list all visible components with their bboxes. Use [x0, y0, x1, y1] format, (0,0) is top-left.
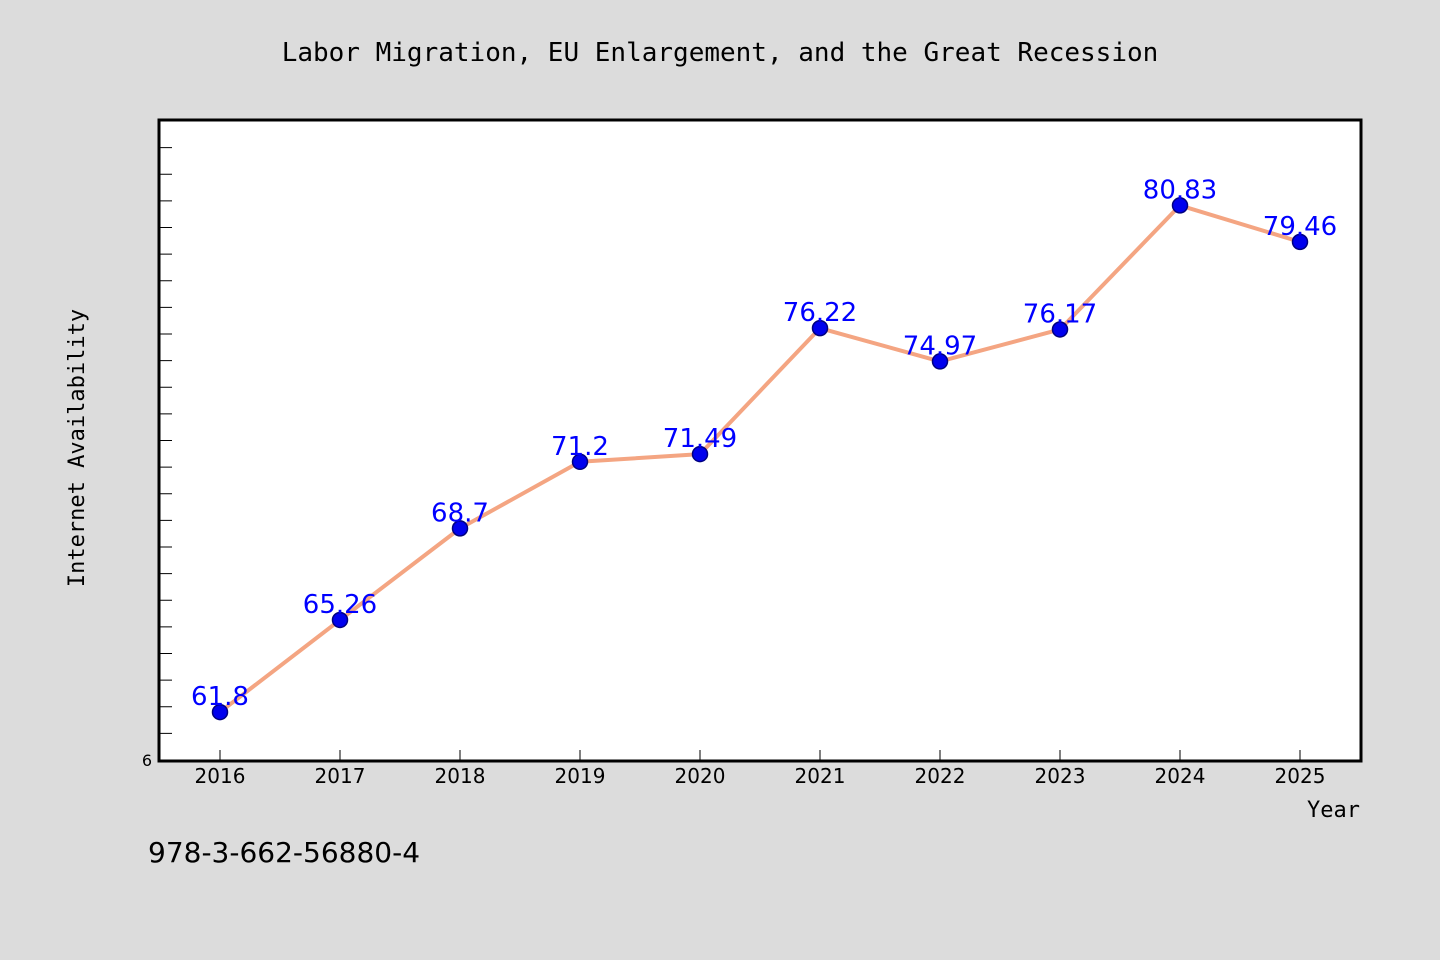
data-point	[1171, 197, 1189, 214]
x-tick-label: 2025	[1275, 764, 1326, 788]
series-line	[218, 203, 1301, 714]
x-tick-label: 2024	[1155, 764, 1206, 788]
data-label: 71.49	[663, 424, 737, 454]
data-label: 76.22	[783, 298, 857, 328]
data-label: 68.7	[431, 498, 489, 528]
chart-title: Labor Migration, EU Enlargement, and the…	[282, 38, 1159, 68]
x-tick-label: 2023	[1035, 764, 1086, 788]
data-label: 61.8	[191, 682, 249, 712]
x-tick-label: 2019	[555, 764, 606, 788]
data-point	[451, 520, 469, 537]
data-label: 74.97	[903, 331, 977, 361]
x-tick-label: 2020	[675, 764, 726, 788]
x-tick-label: 2021	[795, 764, 846, 788]
y-axis-ticks	[160, 147, 172, 734]
data-points	[211, 197, 1309, 721]
x-tick-label: 2018	[435, 764, 486, 788]
x-tick-label: 2022	[915, 764, 966, 788]
data-labels: 61.8 65.26 68.7 71.2 71.49 76.22 74.97 76.17 80.…	[191, 175, 1337, 712]
x-tick-label: 2016	[195, 764, 246, 788]
data-point	[331, 611, 349, 629]
y-tick-label: 6	[142, 751, 152, 770]
data-point	[571, 453, 589, 471]
data-label: 79.46	[1263, 212, 1337, 242]
isbn-text: 978-3-662-56880-4	[148, 836, 420, 869]
plot-area	[157, 118, 1363, 763]
data-label: 65.26	[303, 590, 377, 620]
x-tick-label: 2017	[315, 764, 366, 788]
data-label: 71.2	[551, 432, 609, 462]
x-axis-label: Year	[1307, 798, 1360, 823]
data-point	[931, 353, 949, 370]
data-point	[1051, 321, 1069, 338]
x-axis-ticks: 2016 2017 2018 2019 2020 2021 2022 2023 2024 2025	[195, 750, 1326, 788]
y-axis-label: Internet Availability	[65, 309, 90, 587]
data-point	[1291, 233, 1309, 251]
data-label: 80.83	[1143, 175, 1217, 205]
data-point	[691, 445, 709, 463]
data-point	[811, 319, 829, 337]
data-label: 76.17	[1023, 299, 1097, 329]
data-point	[211, 703, 229, 721]
